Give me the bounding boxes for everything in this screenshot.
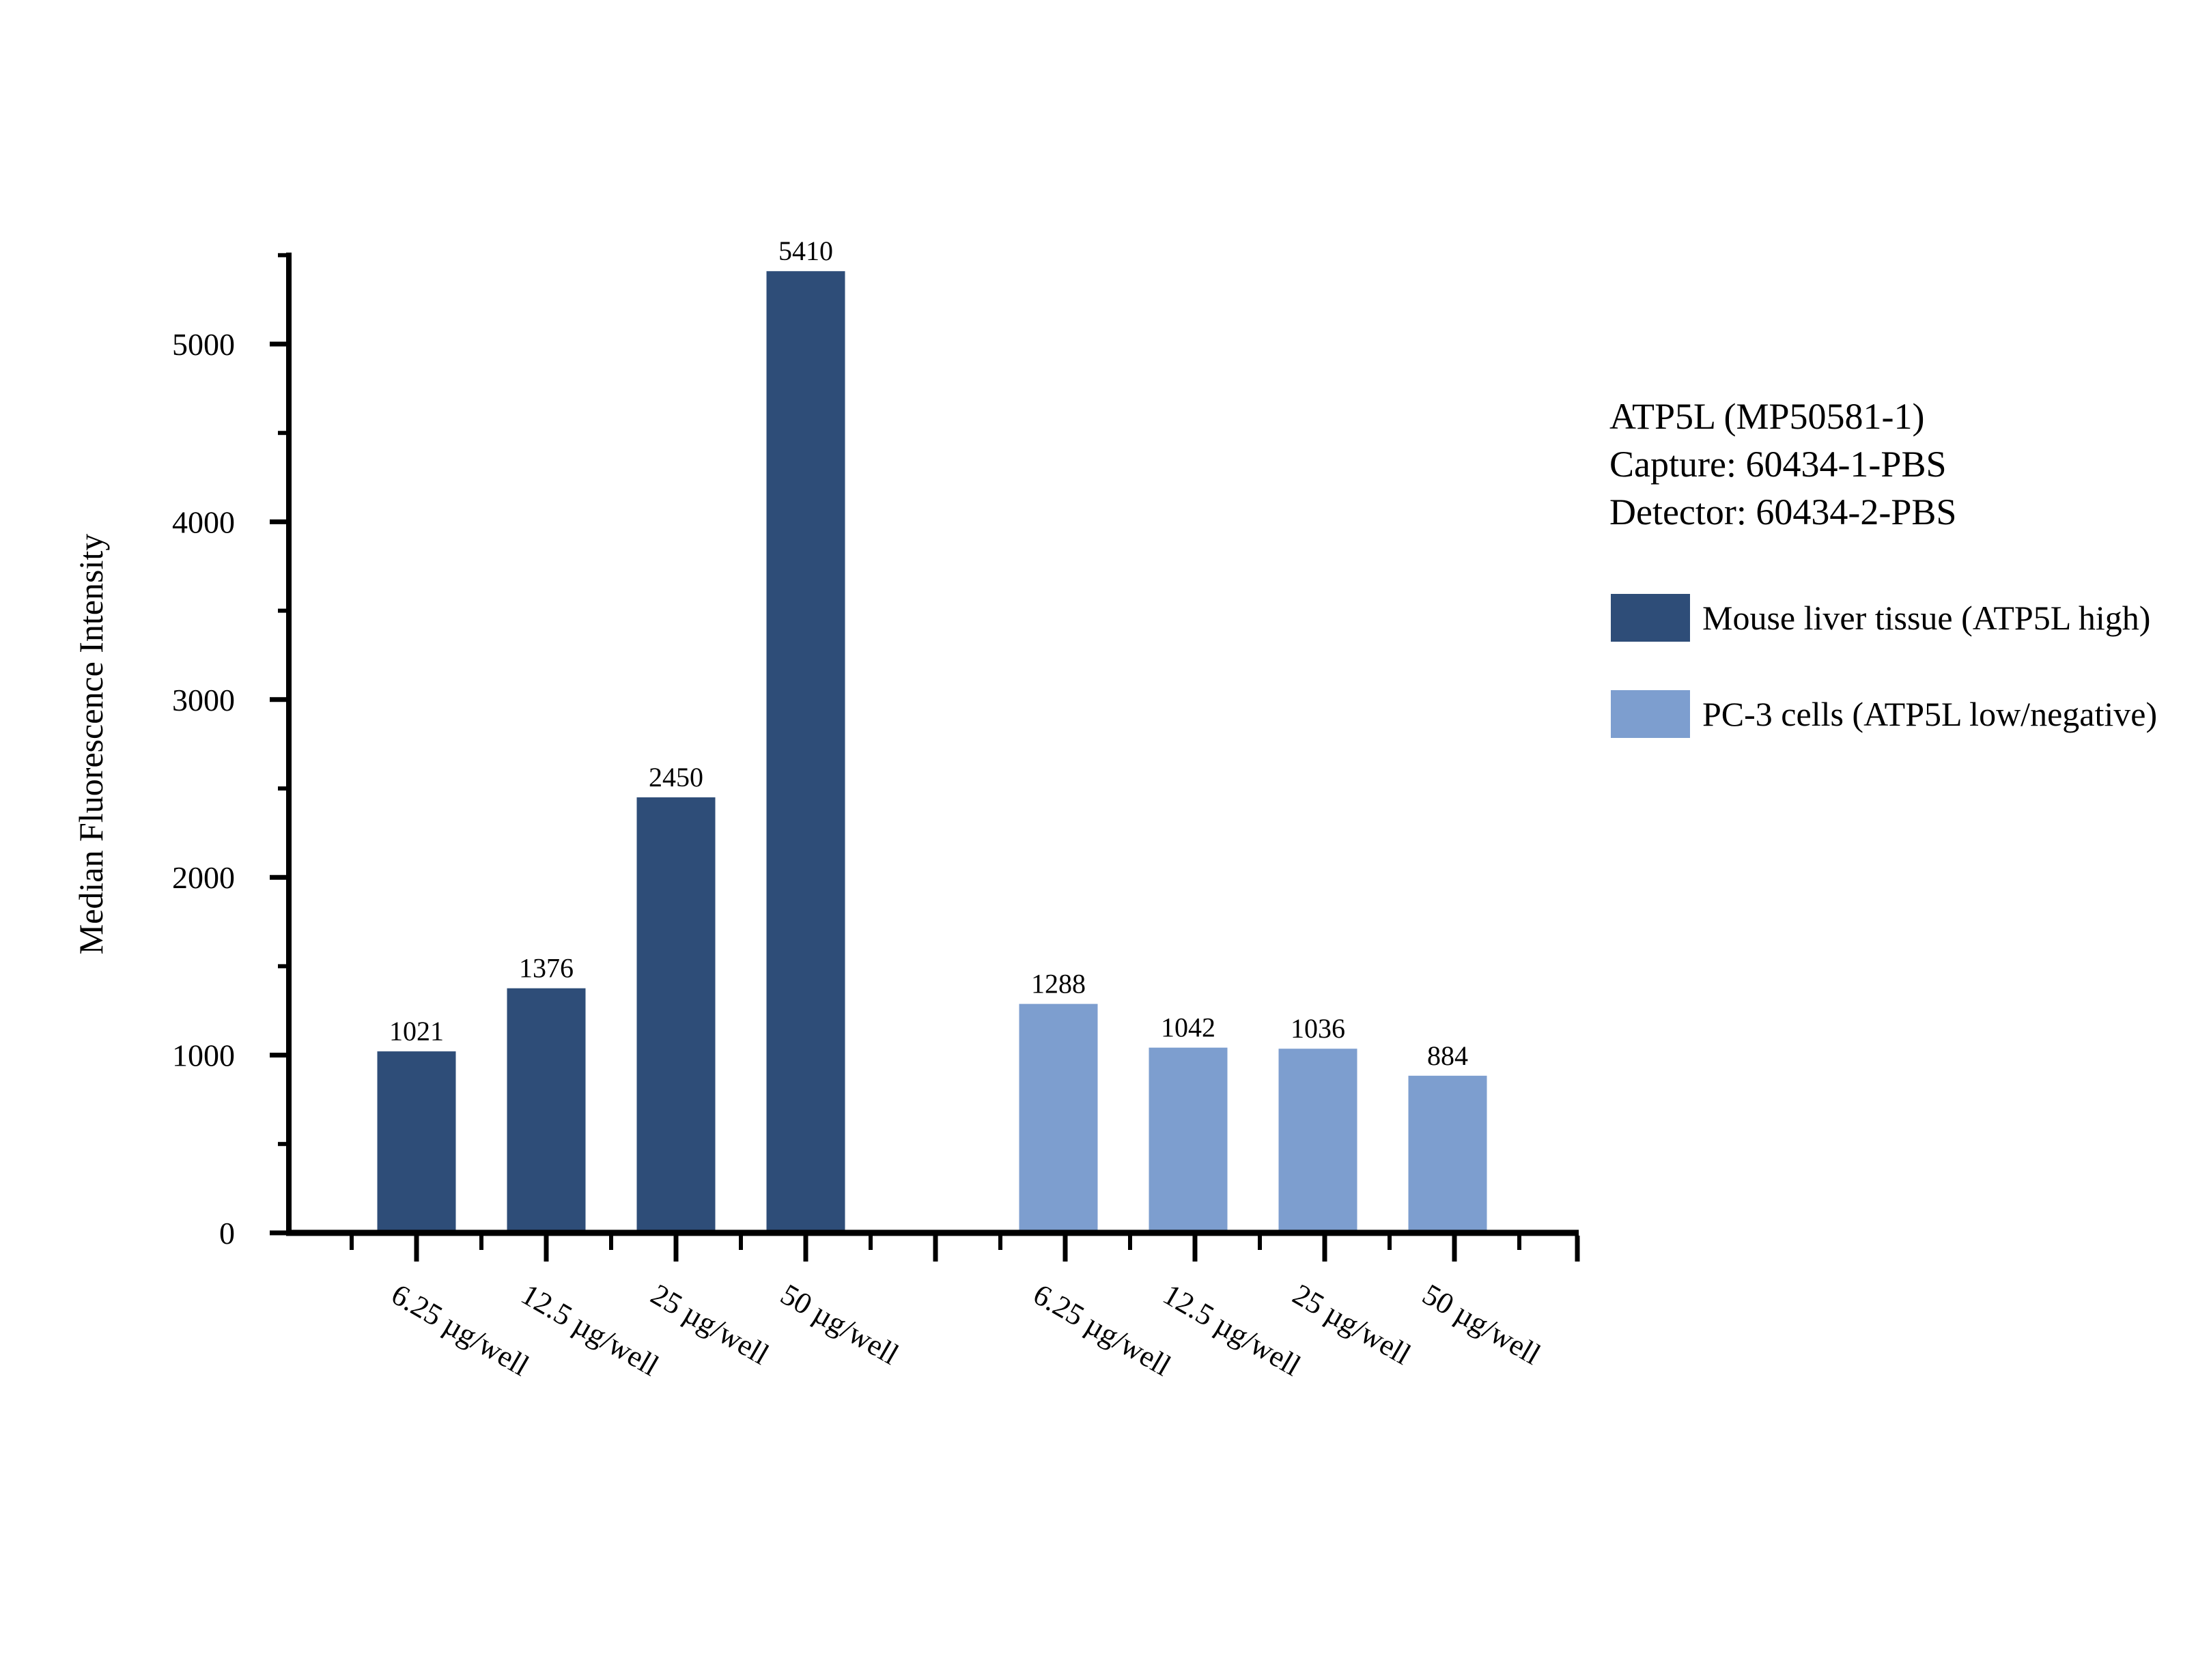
bar-series0-cat1 xyxy=(507,988,586,1233)
y-tick-label: 5000 xyxy=(172,327,235,362)
x-category-label-group1: 6.25 µg/well xyxy=(1028,1277,1177,1382)
bar-value-label: 1036 xyxy=(1291,1013,1345,1044)
y-axis-title: Median Fluorescence Intensity xyxy=(72,534,110,954)
x-category-label-group1: 25 µg/well xyxy=(1287,1277,1416,1371)
y-tick-label: 0 xyxy=(219,1216,235,1251)
annotation-detector: Detector: 60434-2-PBS xyxy=(1609,492,1957,532)
annotation-block: ATP5L (MP50581-1) Capture: 60434-1-PBS D… xyxy=(1609,393,1956,536)
bar-value-label: 1042 xyxy=(1161,1012,1215,1043)
y-tick-label: 3000 xyxy=(172,683,235,717)
bar-series1-cat3 xyxy=(1408,1075,1487,1233)
bar-value-label: 2450 xyxy=(649,762,703,793)
bar-series1-cat2 xyxy=(1278,1049,1357,1233)
x-category-label-group1: 12.5 µg/well xyxy=(1157,1277,1306,1382)
legend-swatch-pc3-cells xyxy=(1611,690,1690,738)
bar-series1-cat0 xyxy=(1019,1003,1098,1233)
legend-item-mouse-liver-tissue: Mouse liver tissue (ATP5L high) xyxy=(1611,594,2150,642)
bar-value-label: 1288 xyxy=(1031,969,1086,999)
annotation-capture: Capture: 60434-1-PBS xyxy=(1609,444,1947,485)
annotation-antibody: ATP5L (MP50581-1) xyxy=(1609,396,1925,437)
bar-value-label: 5410 xyxy=(778,236,833,266)
legend-label-pc3-cells: PC-3 cells (ATP5L low/negative) xyxy=(1702,695,2158,733)
x-category-label-group1: 50 µg/well xyxy=(1417,1277,1546,1371)
bar-value-label: 1021 xyxy=(389,1016,444,1047)
x-category-label-group0: 6.25 µg/well xyxy=(386,1277,535,1382)
y-tick-label: 2000 xyxy=(172,860,235,895)
y-tick-label: 4000 xyxy=(172,504,235,539)
legend-label-mouse-liver-tissue: Mouse liver tissue (ATP5L high) xyxy=(1702,599,2151,637)
x-category-label-group0: 50 µg/well xyxy=(775,1277,904,1371)
legend-item-pc3-cells: PC-3 cells (ATP5L low/negative) xyxy=(1611,690,2157,738)
bar-series1-cat1 xyxy=(1149,1047,1228,1233)
x-category-label-group0: 12.5 µg/well xyxy=(516,1277,664,1382)
y-tick-label: 1000 xyxy=(172,1038,235,1073)
bar-value-label: 1376 xyxy=(519,953,574,984)
legend-swatch-mouse-liver-tissue xyxy=(1611,594,1690,642)
bar-series0-cat0 xyxy=(377,1051,456,1233)
bar-series0-cat2 xyxy=(636,797,716,1233)
bar-value-label: 884 xyxy=(1427,1040,1468,1071)
bar-series0-cat3 xyxy=(766,271,845,1234)
x-category-label-group0: 25 µg/well xyxy=(645,1277,774,1371)
